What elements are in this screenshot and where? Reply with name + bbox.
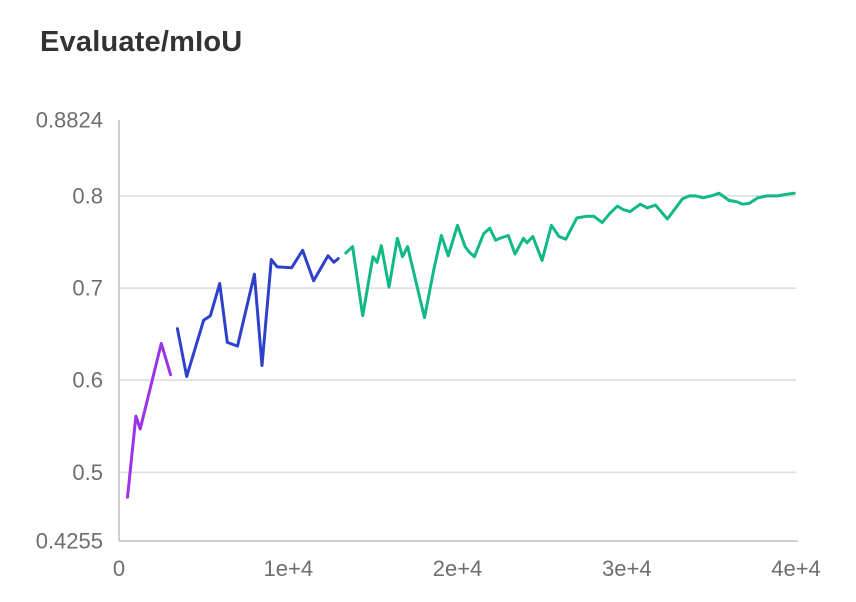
y-tick-label: 0.8 — [72, 183, 103, 208]
y-tick-label: 0.7 — [72, 276, 103, 301]
y-tick-label: 0.8824 — [36, 108, 103, 133]
chart-title: Evaluate/mIoU — [40, 26, 243, 58]
x-tick-label: 2e+4 — [433, 556, 483, 581]
y-tick-label: 0.4255 — [36, 529, 103, 554]
x-tick-label: 0 — [113, 556, 125, 581]
y-tick-label: 0.5 — [72, 460, 103, 485]
series-line-purple — [126, 341, 173, 499]
series-line-green — [344, 191, 796, 320]
x-tick-label: 3e+4 — [602, 556, 652, 581]
y-tick-label: 0.6 — [72, 368, 103, 393]
x-tick-label: 4e+4 — [771, 556, 821, 581]
x-tick-label: 1e+4 — [264, 556, 314, 581]
series-line-blue — [175, 248, 340, 378]
